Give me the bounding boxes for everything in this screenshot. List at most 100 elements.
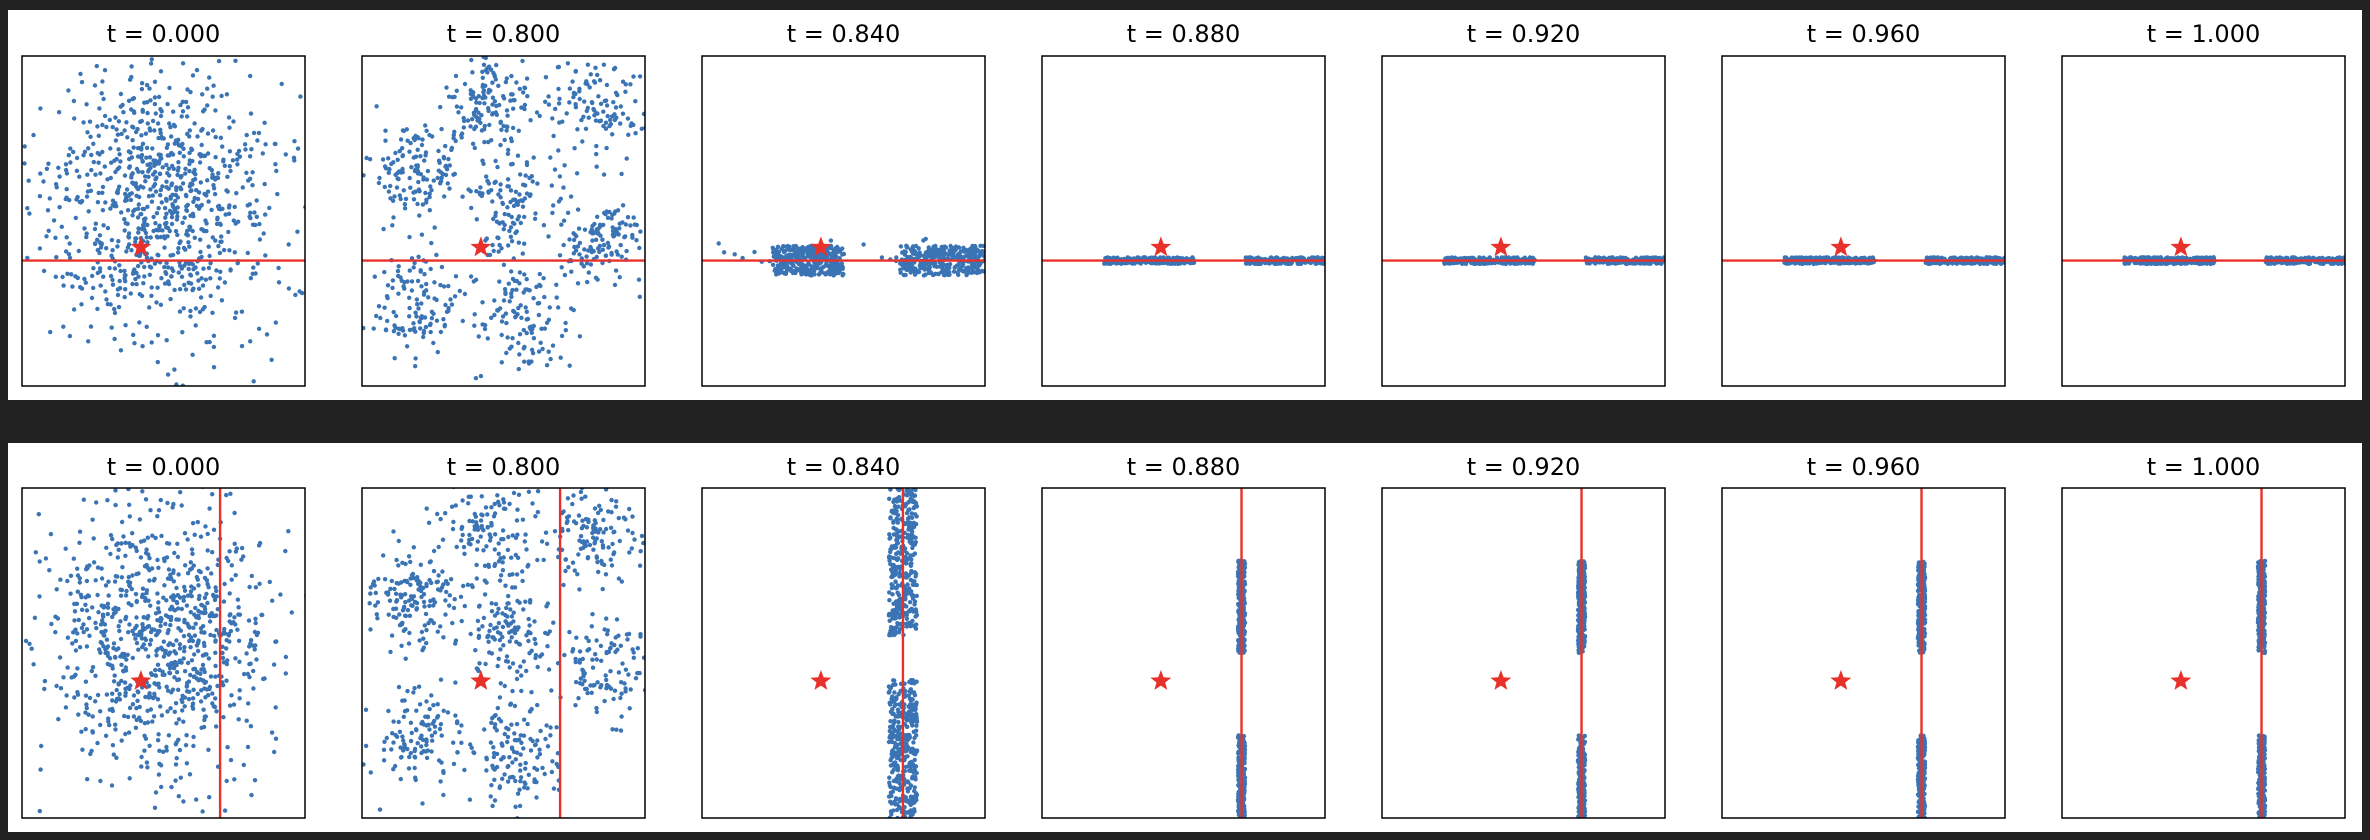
scatter-point: [133, 725, 139, 730]
scatter-point: [442, 194, 447, 199]
scatter-point: [153, 535, 158, 541]
scatter-point: [419, 142, 425, 148]
scatter-point: [132, 341, 137, 346]
scatter-point: [66, 153, 71, 158]
scatter-point: [210, 310, 215, 315]
scatter-point: [601, 222, 606, 228]
scatter-point: [210, 550, 215, 555]
scatter-point: [212, 597, 218, 603]
scatter-point: [103, 200, 108, 205]
scatter-point: [165, 372, 171, 377]
scatter-point: [162, 205, 168, 211]
scatter-point: [117, 286, 123, 291]
scatter-point: [176, 717, 182, 722]
scatter-point: [543, 75, 549, 80]
scatter-point: [180, 61, 186, 66]
scatter-point: [910, 269, 915, 274]
scatter-point: [489, 188, 494, 193]
scatter-point: [122, 128, 127, 133]
scatter-point: [190, 182, 195, 187]
scatter-point: [84, 644, 90, 649]
scatter-point: [183, 287, 189, 292]
scatter-point: [636, 277, 642, 282]
scatter-point: [181, 154, 186, 159]
scatter-point: [158, 69, 164, 74]
scatter-point: [413, 329, 418, 334]
scatter-point: [450, 95, 455, 100]
scatter-point: [632, 222, 637, 227]
scatter-point: [604, 82, 610, 88]
scatter-point: [472, 323, 477, 328]
scatter-point: [226, 211, 232, 216]
scatter-point: [255, 261, 260, 266]
scatter-point: [155, 235, 160, 240]
scatter-point: [122, 276, 127, 281]
scatter-point: [233, 549, 239, 554]
scatter-point: [611, 100, 616, 105]
scatter-point: [490, 199, 495, 204]
scatter-point: [161, 234, 167, 239]
scatter-point: [95, 200, 101, 205]
scatter-point: [108, 551, 113, 557]
scatter-point: [276, 280, 282, 285]
scatter-point: [177, 287, 183, 292]
scatter-point: [1608, 261, 1613, 266]
scatter-point: [391, 309, 396, 315]
scatter-point: [927, 247, 932, 252]
scatter-point: [522, 359, 527, 364]
scatter-point: [637, 74, 643, 79]
scatter-point: [417, 319, 422, 325]
scatter-point: [185, 105, 191, 110]
scatter-point: [122, 173, 128, 178]
scatter-point: [946, 272, 951, 278]
scatter-point: [184, 193, 189, 199]
scatter-point: [397, 149, 402, 154]
scatter-point: [25, 255, 30, 261]
scatter-point: [108, 146, 113, 151]
scatter-point: [112, 336, 117, 342]
scatter-point: [417, 188, 422, 194]
scatter-point: [395, 176, 400, 181]
scatter-point: [45, 208, 51, 213]
scatter-point: [605, 215, 611, 220]
scatter-point: [418, 326, 423, 331]
scatter-point: [160, 165, 165, 170]
scatter-point: [232, 510, 237, 516]
scatter-point: [49, 621, 54, 627]
scatter-point: [620, 203, 626, 208]
scatter-point: [593, 65, 598, 70]
scatter-point: [187, 168, 192, 174]
scatter-point: [252, 210, 257, 215]
scatter-point: [100, 122, 105, 128]
scatter-point: [176, 246, 181, 251]
scatter-point: [942, 244, 947, 250]
scatter-point: [140, 170, 145, 175]
scatter-point: [372, 274, 377, 279]
scatter-point: [603, 120, 609, 125]
scatter-point: [480, 158, 485, 163]
scatter-point: [411, 321, 416, 326]
scatter-point: [181, 306, 186, 311]
scatter-point: [114, 542, 119, 548]
scatter-point: [160, 228, 165, 233]
scatter-point: [446, 308, 451, 314]
scatter-point: [235, 151, 240, 157]
scatter-point: [110, 743, 116, 748]
scatter-point: [247, 73, 253, 79]
scatter-point: [516, 366, 521, 372]
scatter-point: [926, 253, 932, 259]
scatter-point: [537, 113, 542, 119]
scatter-point: [584, 108, 589, 114]
scatter-point: [239, 309, 245, 314]
scatter-point: [386, 170, 391, 175]
scatter-point: [148, 61, 154, 66]
scatter-point: [227, 125, 232, 130]
scatter-point: [183, 743, 189, 748]
scatter-point: [567, 86, 573, 91]
plot-area: [1042, 255, 1325, 267]
scatter-point: [517, 86, 522, 92]
scatter-point: [150, 193, 155, 198]
scatter-point: [535, 181, 540, 186]
scatter-point: [202, 595, 208, 600]
scatter-point: [222, 631, 228, 636]
